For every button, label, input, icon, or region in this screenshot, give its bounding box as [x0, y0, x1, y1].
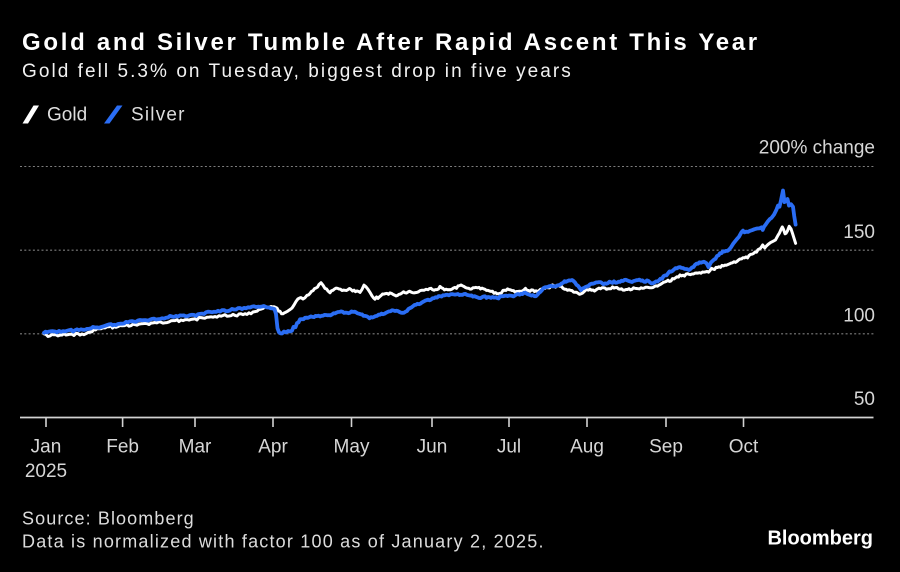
- svg-text:Bloomberg: Bloomberg: [767, 528, 873, 550]
- svg-text:2025: 2025: [25, 461, 67, 482]
- svg-text:Jan: Jan: [31, 437, 62, 458]
- svg-text:Aug: Aug: [570, 437, 604, 458]
- svg-text:Gold: Gold: [47, 105, 87, 126]
- svg-text:200% change: 200% change: [759, 138, 875, 159]
- svg-text:May: May: [334, 437, 370, 458]
- svg-text:Jun: Jun: [417, 437, 448, 458]
- svg-text:Oct: Oct: [729, 437, 759, 458]
- svg-text:150: 150: [843, 222, 875, 243]
- svg-text:Silver: Silver: [131, 105, 186, 126]
- svg-text:Gold and Silver Tumble After R: Gold and Silver Tumble After Rapid Ascen…: [22, 29, 760, 56]
- svg-text:50: 50: [854, 389, 875, 410]
- svg-text:Mar: Mar: [179, 437, 212, 458]
- svg-text:100: 100: [843, 306, 875, 327]
- svg-text:Jul: Jul: [497, 437, 521, 458]
- svg-text:Feb: Feb: [106, 437, 139, 458]
- svg-text:Sep: Sep: [649, 437, 683, 458]
- svg-text:Apr: Apr: [258, 437, 288, 458]
- svg-text:Data is normalized with factor: Data is normalized with factor 100 as of…: [22, 532, 545, 552]
- svg-text:Source: Bloomberg: Source: Bloomberg: [22, 509, 195, 529]
- svg-text:Gold fell 5.3% on Tuesday, big: Gold fell 5.3% on Tuesday, biggest drop …: [22, 61, 573, 82]
